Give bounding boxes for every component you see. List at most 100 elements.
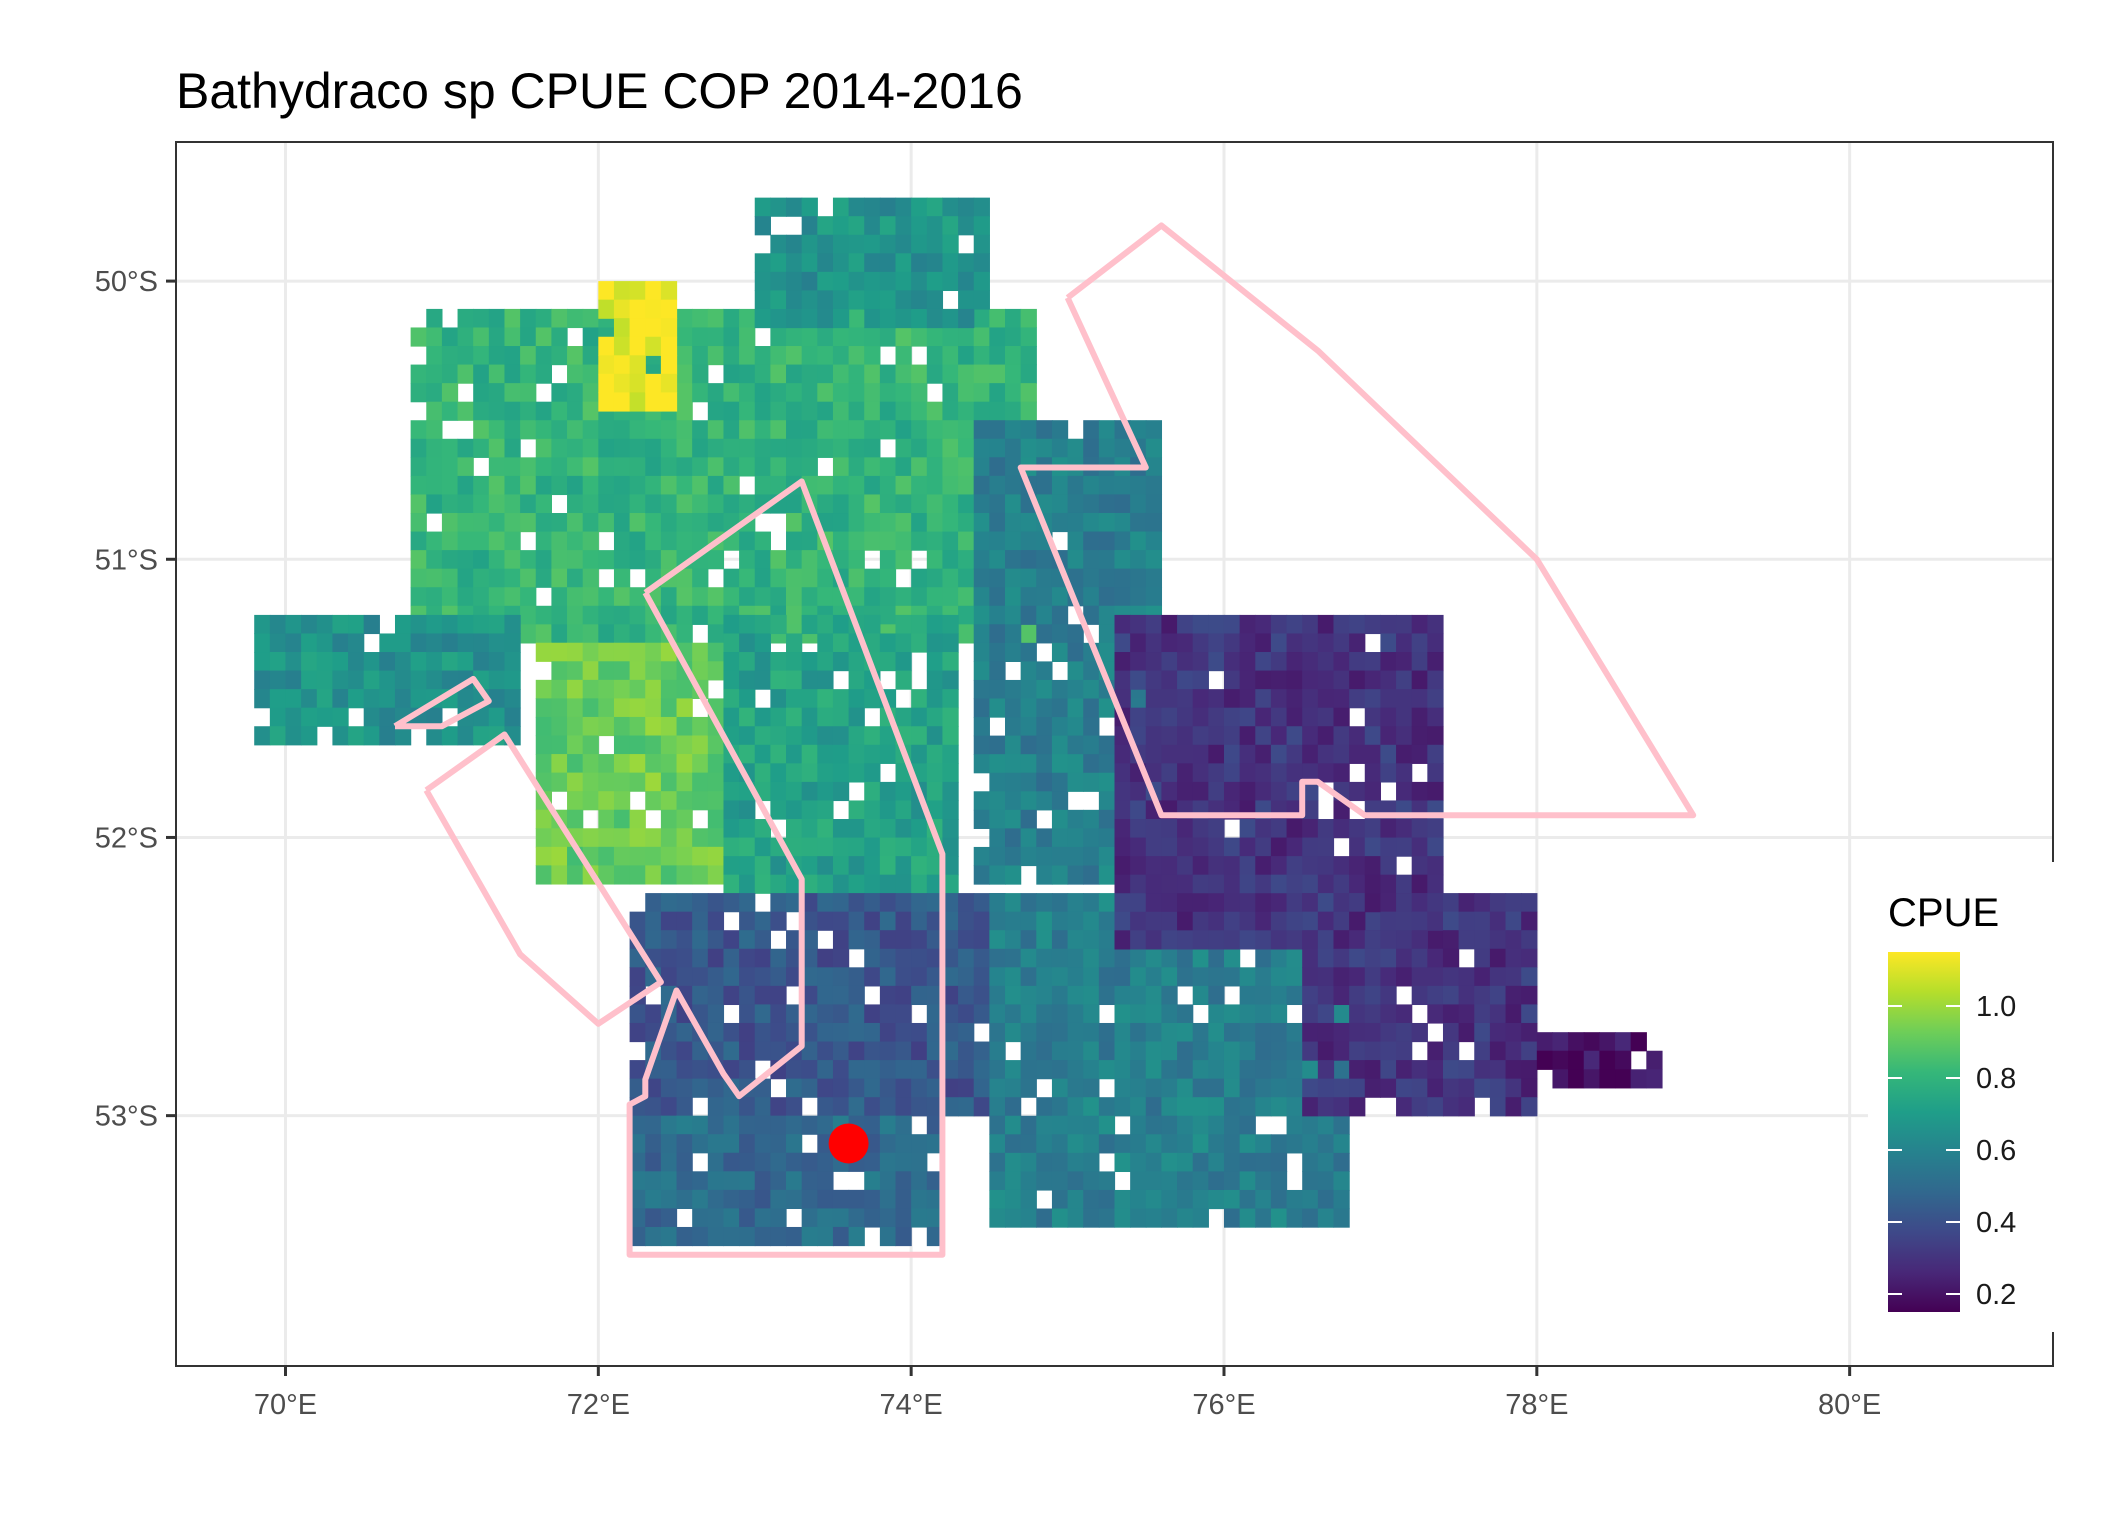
cpue-cell [1036,1115,1053,1135]
cpue-cell [1036,420,1053,440]
cpue-cell [739,707,756,727]
cpue-cell [1255,893,1272,913]
cpue-cell [676,438,693,458]
cpue-cell [739,383,756,403]
cpue-cell [535,605,552,625]
cpue-cell [770,726,787,746]
cpue-cell [301,707,318,727]
cpue-cell [895,633,912,653]
cpue-cell [723,308,740,329]
cpue-cell [1411,985,1428,1006]
cpue-cell [1223,652,1241,672]
cpue-cell [488,383,506,403]
cpue-cell [786,1078,803,1098]
cpue-cell [786,744,803,764]
cpue-cell [754,707,771,727]
cpue-cell [567,624,584,644]
cpue-cell [1302,893,1319,913]
cpue-cell [1005,1134,1022,1154]
cpue-cell [973,308,990,329]
cpue-cell [1114,1078,1131,1098]
cpue-cell [926,327,944,347]
cpue-cell [832,531,850,551]
cpue-cell [832,513,850,533]
cpue-cell [754,271,771,292]
cpue-cell [1145,1189,1163,1210]
cpue-cell [1396,781,1413,802]
cpue-cell [958,457,975,477]
cpue-cell [1442,948,1460,968]
cpue-cell [817,1171,834,1191]
cpue-cell [629,642,646,662]
cpue-cell [1161,874,1178,894]
cpue-cell [723,1022,740,1043]
cpue-cell [707,754,725,774]
cpue-cell [817,346,834,366]
cpue-cell [1505,1078,1522,1098]
cpue-cell [582,364,599,384]
cpue-cell [1364,707,1382,727]
cpue-cell [926,568,944,588]
cpue-cell [1114,633,1131,653]
cpue-cell [1349,985,1366,1006]
cpue-cell [645,531,662,551]
cpue-cell [879,568,897,588]
cpue-cell [1177,874,1194,894]
cpue-cell [770,707,787,727]
cpue-cell [410,327,427,347]
cpue-cell [426,550,443,570]
cpue-cell [1067,967,1084,987]
cpue-cell [770,763,787,783]
cpue-cell [1005,967,1022,987]
cpue-cell [629,1115,646,1135]
cpue-cell [973,735,990,755]
cpue-cell [1130,800,1147,820]
cpue-cell [1005,911,1022,931]
cpue-cell [1083,1189,1100,1210]
cpue-cell [1239,726,1256,746]
cpue-cell [832,893,850,913]
cpue-cell [1005,587,1022,607]
cpue-cell [942,874,959,894]
cpue-cell [973,893,990,913]
cpue-cell [332,726,349,746]
cpue-cell [1286,1022,1303,1043]
cpue-cell [1270,985,1288,1006]
cpue-cell [879,457,897,477]
cpue-cell [613,550,631,570]
cpue-cell [1255,837,1272,857]
cpue-cell [973,1078,990,1098]
cpue-cell [535,438,552,458]
cpue-cell [379,726,396,746]
cpue-cell [973,457,990,477]
cpue-cell [864,763,881,783]
cpue-cell [864,744,881,764]
cpue-cell [723,1115,740,1135]
cpue-cell [1411,744,1428,764]
cpue-cell [1349,744,1366,764]
cpue-cell [363,726,380,746]
cpue-cell [363,689,380,709]
cpue-cell [926,457,944,477]
cpue-cell [879,253,897,273]
cpue-cell [1145,1041,1163,1061]
cpue-cell [394,726,412,746]
cpue-cell [973,216,990,236]
cpue-cell [1208,1097,1225,1117]
cpue-cell [692,893,709,913]
cpue-cell [598,605,615,625]
cpue-cell [879,420,897,440]
cpue-cell [895,1004,912,1024]
cpue-cell [1286,689,1303,709]
cpue-cell [1396,670,1413,690]
cpue-cell [692,513,709,533]
cpue-cell [457,550,474,570]
cpue-cell [1489,893,1507,913]
cpue-cell [1364,652,1382,672]
cpue-cell [926,930,944,950]
cpue-cell [864,1041,881,1061]
cpue-cell [942,911,959,931]
cpue-cell [801,531,818,551]
cell-area [754,197,990,329]
cpue-cell [1208,1041,1225,1061]
